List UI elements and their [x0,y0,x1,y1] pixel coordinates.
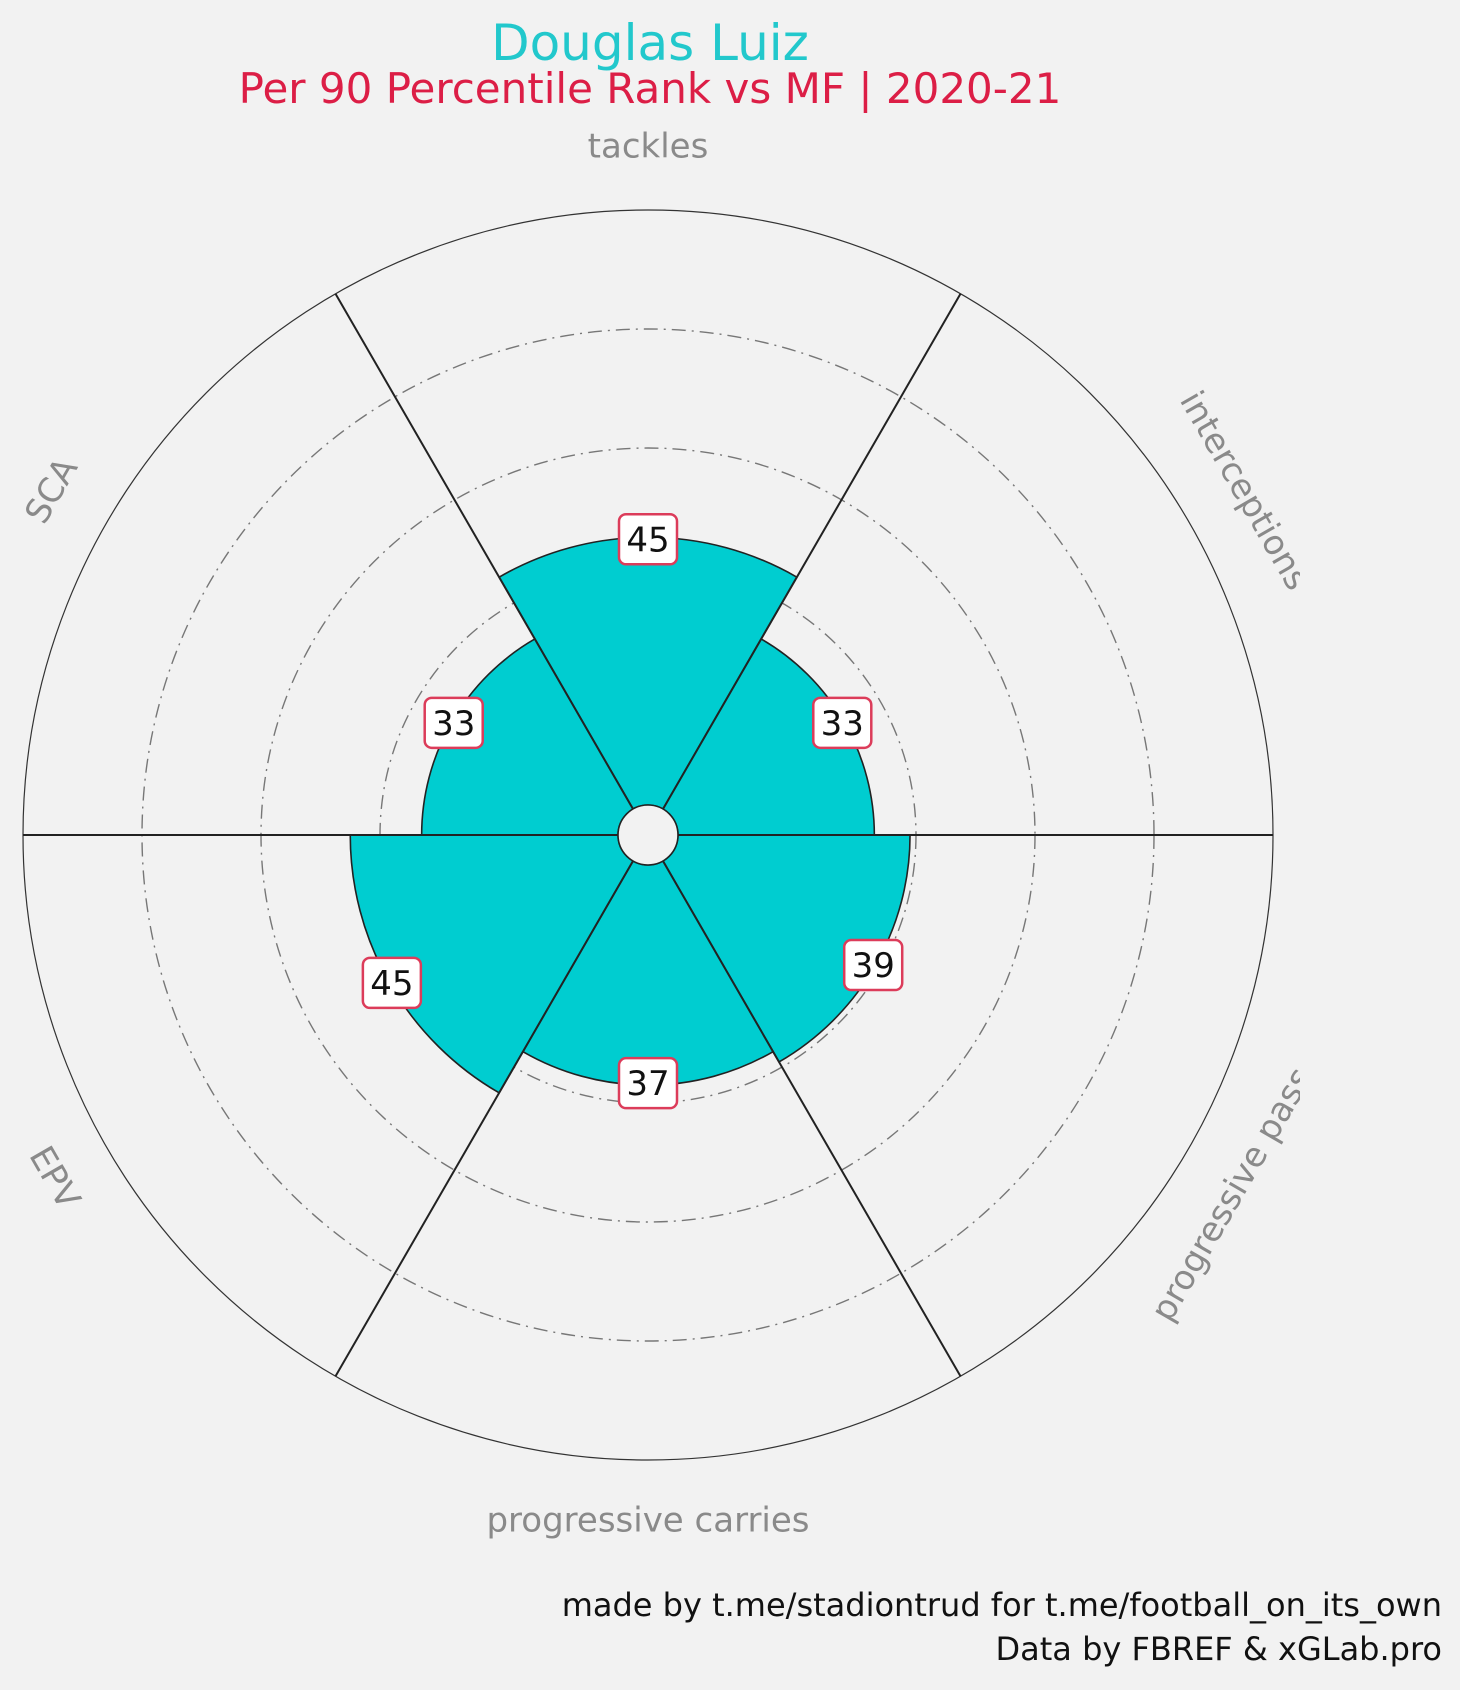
sector-divider [662,860,962,1377]
center-hole [617,804,679,866]
category-label: interceptions [1171,384,1300,597]
category-label: SCA [17,451,86,530]
value-label-box [812,696,873,750]
player-name: Douglas Luiz [491,14,809,72]
category-label: progressive carries [486,1501,809,1541]
value-label-box [842,938,904,992]
value-label: 37 [626,1064,669,1104]
value-label-box [617,1056,679,1110]
value-label: 33 [821,704,864,744]
value-label: 39 [852,946,895,986]
sector-divider [334,293,634,810]
value-label-box [423,696,484,750]
value-label: 45 [370,964,413,1004]
value-label-box [617,513,679,566]
chart-subtitle: Per 90 Percentile Rank vs MF | 2020-21 [238,64,1062,113]
category-label: tackles [588,127,709,167]
source-text: Data by FBREF & xGLab.pro [995,1630,1442,1668]
category-label: progressive passes [1143,1027,1300,1328]
value-label: 33 [432,704,475,744]
category-label: EPV [21,1139,88,1216]
value-label: 45 [626,520,669,560]
polar-chart: 45 33 39 37 45 33 tackles interceptions progress… [17,127,1300,1541]
sector-divider [334,860,634,1377]
sector-divider [662,293,962,810]
credit-text: made by t.me/stadiontrud for t.me/footba… [561,1586,1442,1624]
value-label-box [361,956,423,1010]
